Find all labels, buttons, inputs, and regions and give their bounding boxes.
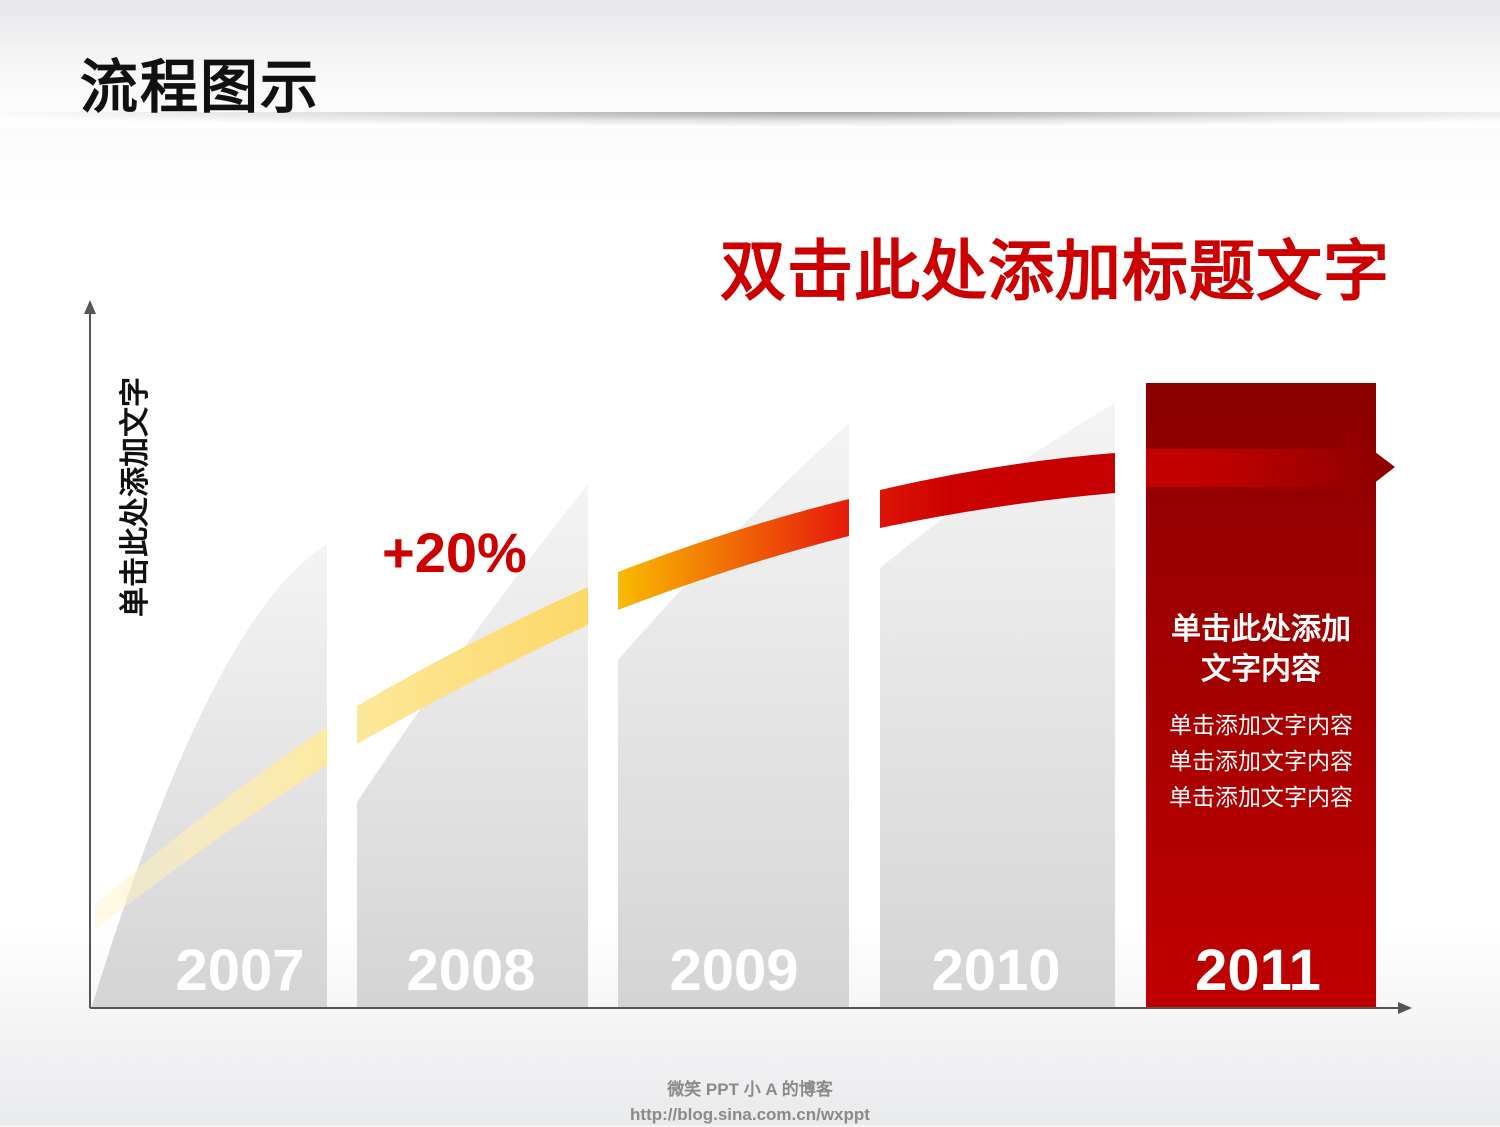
- highlight-line: 单击添加文字内容: [1169, 713, 1353, 739]
- highlight-box-text: 单击此处添加 文字内容 单击添加文字内容 单击添加文字内容 单击添加文字内容: [1146, 610, 1376, 816]
- x-tick-label-2007: 2007: [175, 938, 304, 1003]
- page-title: 流程图示: [80, 53, 321, 121]
- growth-arrow-segment: [618, 499, 849, 610]
- title-band: [0, 0, 1500, 128]
- footer-url: http://blog.sina.com.cn/wxppt: [630, 1105, 870, 1124]
- bar-2010: [880, 403, 1115, 1008]
- growth-arrow-segment: [357, 587, 588, 744]
- growth-annotation: +20%: [382, 521, 527, 584]
- y-axis-arrowhead: [84, 300, 96, 314]
- growth-arrow-segment: [95, 727, 327, 930]
- highlight-lines: 单击添加文字内容 单击添加文字内容 单击添加文字内容: [1146, 708, 1376, 816]
- growth-arrow-segment: [880, 453, 1115, 528]
- x-axis-arrowhead: [1398, 1002, 1412, 1014]
- x-tick-label-2011: 2011: [1195, 938, 1321, 1003]
- footer: 微笑 PPT 小 A 的博客 http://blog.sina.com.cn/w…: [0, 1077, 1500, 1127]
- bar-2009: [618, 423, 849, 1008]
- growth-arrow-head: [1146, 430, 1395, 505]
- chart-title: 双击此处添加标题文字: [720, 233, 1390, 310]
- x-tick-label-2008: 2008: [406, 938, 535, 1003]
- bar-2007: [92, 544, 327, 1008]
- highlight-heading: 单击此处添加 文字内容: [1146, 610, 1376, 690]
- highlight-heading-line: 单击此处添加: [1171, 612, 1351, 647]
- x-tick-label-2009: 2009: [669, 938, 798, 1003]
- highlight-line: 单击添加文字内容: [1169, 749, 1353, 775]
- y-axis-label: 单击此处添加文字: [118, 377, 153, 617]
- title-divider: [0, 112, 1500, 126]
- highlight-heading-line: 文字内容: [1201, 652, 1321, 687]
- bar-2011: [1146, 383, 1376, 1008]
- x-tick-label-2010: 2010: [931, 938, 1060, 1003]
- footer-blog-name: 微笑 PPT 小 A 的博客: [667, 1080, 833, 1099]
- highlight-line: 单击添加文字内容: [1169, 785, 1353, 811]
